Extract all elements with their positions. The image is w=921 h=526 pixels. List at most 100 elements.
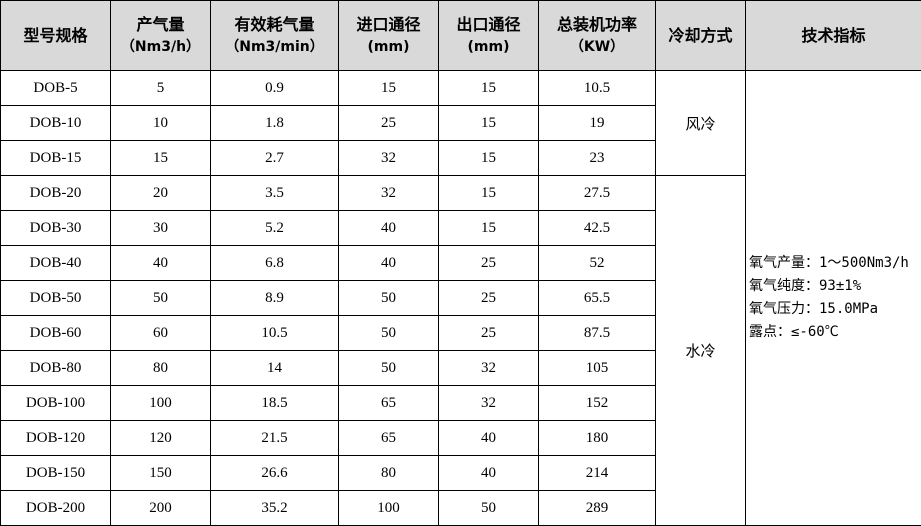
table-cell: 25 bbox=[438, 280, 539, 316]
table-cell: 40 bbox=[338, 210, 439, 246]
table-cell: 15 bbox=[438, 140, 539, 176]
tech-spec-line: 氧气压力：15.0MPa bbox=[749, 301, 879, 317]
header-inlet-unit: (mm) bbox=[367, 38, 410, 55]
header-model: 型号规格 bbox=[0, 0, 111, 71]
table-cell: 32 bbox=[438, 385, 539, 421]
table-cell: 180 bbox=[538, 420, 656, 456]
table-row: DOB-120 120 21.5 65 40 180 bbox=[0, 420, 921, 456]
table-cell: 40 bbox=[338, 245, 439, 281]
table-cell: 50 bbox=[110, 280, 211, 316]
table-cell: DOB-40 bbox=[0, 245, 111, 281]
tech-spec-line: 氧气纯度：93±1% bbox=[749, 278, 862, 294]
table-row: DOB-80 80 14 50 32 105 bbox=[0, 350, 921, 386]
table-cell: 10.5 bbox=[210, 315, 339, 351]
table-cell: 42.5 bbox=[538, 210, 656, 246]
header-outlet-label: 出口通径 bbox=[456, 14, 521, 34]
table-cell: 289 bbox=[538, 490, 656, 526]
table-cell: DOB-15 bbox=[0, 140, 111, 176]
table-cell: 52 bbox=[538, 245, 656, 281]
table-cell: 19 bbox=[538, 105, 656, 141]
header-output-unit: （Nm3/h） bbox=[120, 38, 201, 55]
table-cell: 10.5 bbox=[538, 70, 656, 106]
table-cell: 21.5 bbox=[210, 420, 339, 456]
table-cell: 50 bbox=[338, 280, 439, 316]
table-cell: 15 bbox=[438, 105, 539, 141]
table-cell: 60 bbox=[110, 315, 211, 351]
table-cell: 40 bbox=[438, 455, 539, 491]
table-row: DOB-40 40 6.8 40 25 52 bbox=[0, 245, 921, 281]
table-cell: 5.2 bbox=[210, 210, 339, 246]
header-spec: 技术指标 bbox=[745, 0, 921, 71]
table-cell: 20 bbox=[110, 175, 211, 211]
table-cell: 25 bbox=[438, 315, 539, 351]
cooling-water-cell: 水冷 bbox=[655, 175, 746, 526]
table-cell: 10 bbox=[110, 105, 211, 141]
table-row: DOB-20 20 3.5 32 15 27.5 水冷 bbox=[0, 175, 921, 526]
table-cell: 15 bbox=[438, 210, 539, 246]
table-cell: 32 bbox=[338, 140, 439, 176]
table-cell: DOB-10 bbox=[0, 105, 111, 141]
table-cell: 1.8 bbox=[210, 105, 339, 141]
header-outlet: 出口通径 (mm) bbox=[438, 0, 539, 71]
table-cell: 100 bbox=[338, 490, 439, 526]
table-cell: 15 bbox=[438, 70, 539, 106]
table-cell: 25 bbox=[338, 105, 439, 141]
cooling-air-cell: 风冷 bbox=[655, 70, 746, 176]
table-row: DOB-60 60 10.5 50 25 87.5 bbox=[0, 315, 921, 351]
table-cell: DOB-120 bbox=[0, 420, 111, 456]
table-row: DOB-100 100 18.5 65 32 152 bbox=[0, 385, 921, 421]
table-cell: 80 bbox=[338, 455, 439, 491]
header-inlet-label: 进口通径 bbox=[356, 14, 421, 34]
header-power-label: 总装机功率 bbox=[556, 14, 637, 34]
table-cell: 50 bbox=[338, 315, 439, 351]
table-cell: 25 bbox=[438, 245, 539, 281]
header-power: 总装机功率 （KW） bbox=[538, 0, 656, 71]
table-cell: 23 bbox=[538, 140, 656, 176]
table-cell: 150 bbox=[110, 455, 211, 491]
table-cell: 65.5 bbox=[538, 280, 656, 316]
table-cell: 15 bbox=[110, 140, 211, 176]
table-row: DOB-150 150 26.6 80 40 214 bbox=[0, 455, 921, 491]
table-cell: 80 bbox=[110, 350, 211, 386]
table-cell: 5 bbox=[110, 70, 211, 106]
tech-spec-cell: 氧气产量：1～500Nm3/h 氧气纯度：93±1% 氧气压力：15.0MPa 露点：… bbox=[745, 70, 921, 526]
table-cell: 200 bbox=[110, 490, 211, 526]
table-cell: DOB-60 bbox=[0, 315, 111, 351]
header-output-label: 产气量 bbox=[136, 14, 185, 34]
table-cell: 105 bbox=[538, 350, 656, 386]
table-cell: 15 bbox=[338, 70, 439, 106]
table-cell: DOB-50 bbox=[0, 280, 111, 316]
table-cell: 6.8 bbox=[210, 245, 339, 281]
table-row: DOB-30 30 5.2 40 15 42.5 bbox=[0, 210, 921, 246]
table-cell: DOB-80 bbox=[0, 350, 111, 386]
table-cell: 15 bbox=[438, 175, 539, 211]
table-cell: 40 bbox=[110, 245, 211, 281]
header-cooling: 冷却方式 bbox=[655, 0, 746, 71]
table-row: DOB-15 15 2.7 32 15 23 bbox=[0, 140, 921, 176]
table-cell: 27.5 bbox=[538, 175, 656, 211]
table-cell: 65 bbox=[338, 385, 439, 421]
header-output: 产气量 （Nm3/h） bbox=[110, 0, 211, 71]
header-air-unit: （Nm3/min） bbox=[225, 38, 324, 55]
table-cell: 18.5 bbox=[210, 385, 339, 421]
table-cell: DOB-30 bbox=[0, 210, 111, 246]
table-cell: DOB-20 bbox=[0, 175, 111, 211]
table-cell: 35.2 bbox=[210, 490, 339, 526]
header-air-label: 有效耗气量 bbox=[234, 14, 315, 34]
table-cell: DOB-5 bbox=[0, 70, 111, 106]
table-cell: 50 bbox=[338, 350, 439, 386]
table-cell: 40 bbox=[438, 420, 539, 456]
table-cell: 32 bbox=[438, 350, 539, 386]
table-cell: DOB-150 bbox=[0, 455, 111, 491]
table-cell: 87.5 bbox=[538, 315, 656, 351]
table-cell: DOB-200 bbox=[0, 490, 111, 526]
table-cell: 0.9 bbox=[210, 70, 339, 106]
table-cell: 32 bbox=[338, 175, 439, 211]
table-cell: 120 bbox=[110, 420, 211, 456]
table-cell: 65 bbox=[338, 420, 439, 456]
table-cell: 50 bbox=[438, 490, 539, 526]
table-cell: 26.6 bbox=[210, 455, 339, 491]
tech-spec-line: 露点：≤-60℃ bbox=[749, 324, 839, 340]
table-row: DOB-200 200 35.2 100 50 289 bbox=[0, 490, 921, 526]
